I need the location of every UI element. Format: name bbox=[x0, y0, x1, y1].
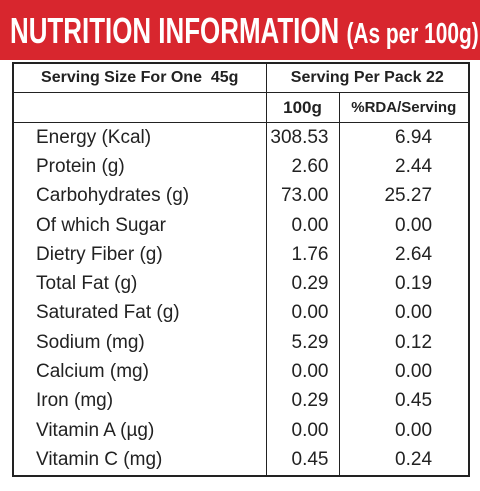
value-100g: 0.00 bbox=[265, 298, 340, 329]
nutrient-row: Carbohydrates (g) 73.00 25.27 bbox=[12, 181, 470, 211]
nutrient-row: Sodium (mg) 5.29 0.12 bbox=[12, 328, 470, 358]
nutrient-name: Saturated Fat (g) bbox=[12, 298, 267, 329]
nutrient-name: Iron (mg) bbox=[12, 386, 267, 416]
value-100g: 0.00 bbox=[265, 210, 340, 241]
nutrient-name: Calcium (mg) bbox=[12, 357, 267, 387]
serving-row: Serving Size For One 45g Serving Per Pac… bbox=[12, 62, 470, 93]
nutrient-row: Iron (mg) 0.29 0.45 bbox=[12, 386, 470, 416]
header: NUTRITION INFORMATION (As per 100g) bbox=[10, 10, 479, 52]
value-rda: 6.94 bbox=[338, 122, 470, 153]
nutrient-row: Protein (g) 2.60 2.44 bbox=[12, 152, 470, 182]
blank-header bbox=[12, 92, 267, 123]
value-rda: 0.00 bbox=[338, 415, 470, 446]
nutrient-row: Of which Sugar 0.00 0.00 bbox=[12, 210, 470, 241]
nutrient-name: Of which Sugar bbox=[12, 210, 267, 241]
value-rda: 0.19 bbox=[338, 269, 470, 299]
value-100g: 0.29 bbox=[265, 269, 340, 299]
nutrient-name: Energy (Kcal) bbox=[12, 122, 267, 153]
value-rda: 0.45 bbox=[338, 386, 470, 416]
nutrient-row: Total Fat (g) 0.29 0.19 bbox=[12, 269, 470, 299]
nutrient-row: Calcium (mg) 0.00 0.00 bbox=[12, 357, 470, 387]
nutrient-name: Dietry Fiber (g) bbox=[12, 240, 267, 270]
title: NUTRITION INFORMATION bbox=[10, 10, 340, 51]
value-100g: 0.00 bbox=[265, 357, 340, 387]
nutrient-name: Vitamin C (mg) bbox=[12, 445, 267, 476]
nutrient-name: Total Fat (g) bbox=[12, 269, 267, 299]
value-100g: 0.45 bbox=[265, 445, 340, 476]
serving-per-pack: Serving Per Pack 22 bbox=[265, 62, 470, 93]
nutrition-table: Serving Size For One 45g Serving Per Pac… bbox=[12, 62, 471, 477]
table-body: Serving Size For One 45g Serving Per Pac… bbox=[12, 62, 470, 476]
value-rda: 0.24 bbox=[338, 445, 470, 476]
column-header: %RDA/Serving bbox=[338, 92, 470, 123]
nutrient-row: Vitamin C (mg) 0.45 0.24 bbox=[12, 445, 470, 476]
serving-size: Serving Size For One 45g bbox=[12, 62, 267, 93]
subtitle: (As per 100g) bbox=[346, 18, 479, 50]
value-100g: 73.00 bbox=[265, 181, 340, 211]
value-100g: 5.29 bbox=[265, 328, 340, 358]
nutrient-name: Protein (g) bbox=[12, 152, 267, 182]
value-100g: 2.60 bbox=[265, 152, 340, 182]
value-100g: 0.00 bbox=[265, 415, 340, 446]
value-rda: 25.27 bbox=[338, 181, 470, 211]
header-band: NUTRITION INFORMATION (As per 100g) bbox=[0, 0, 480, 60]
value-100g: 0.29 bbox=[265, 386, 340, 416]
nutrient-row: Energy (Kcal) 308.53 6.94 bbox=[12, 122, 470, 153]
nutrient-name: Vitamin A (µg) bbox=[12, 415, 267, 446]
value-rda: 0.00 bbox=[338, 210, 470, 241]
column-header: 100g bbox=[265, 92, 340, 123]
nutrient-name: Sodium (mg) bbox=[12, 328, 267, 358]
value-rda: 2.64 bbox=[338, 240, 470, 270]
value-rda: 2.44 bbox=[338, 152, 470, 182]
value-rda: 0.00 bbox=[338, 298, 470, 329]
value-100g: 308.53 bbox=[265, 122, 340, 153]
nutrient-row: Dietry Fiber (g) 1.76 2.64 bbox=[12, 240, 470, 270]
nutrient-name: Carbohydrates (g) bbox=[12, 181, 267, 211]
value-rda: 0.12 bbox=[338, 328, 470, 358]
nutrient-row: Saturated Fat (g) 0.00 0.00 bbox=[12, 298, 470, 329]
nutrient-row: Vitamin A (µg) 0.00 0.00 bbox=[12, 415, 470, 446]
value-rda: 0.00 bbox=[338, 357, 470, 387]
column-header-row: 100g %RDA/Serving bbox=[12, 92, 470, 123]
value-100g: 1.76 bbox=[265, 240, 340, 270]
